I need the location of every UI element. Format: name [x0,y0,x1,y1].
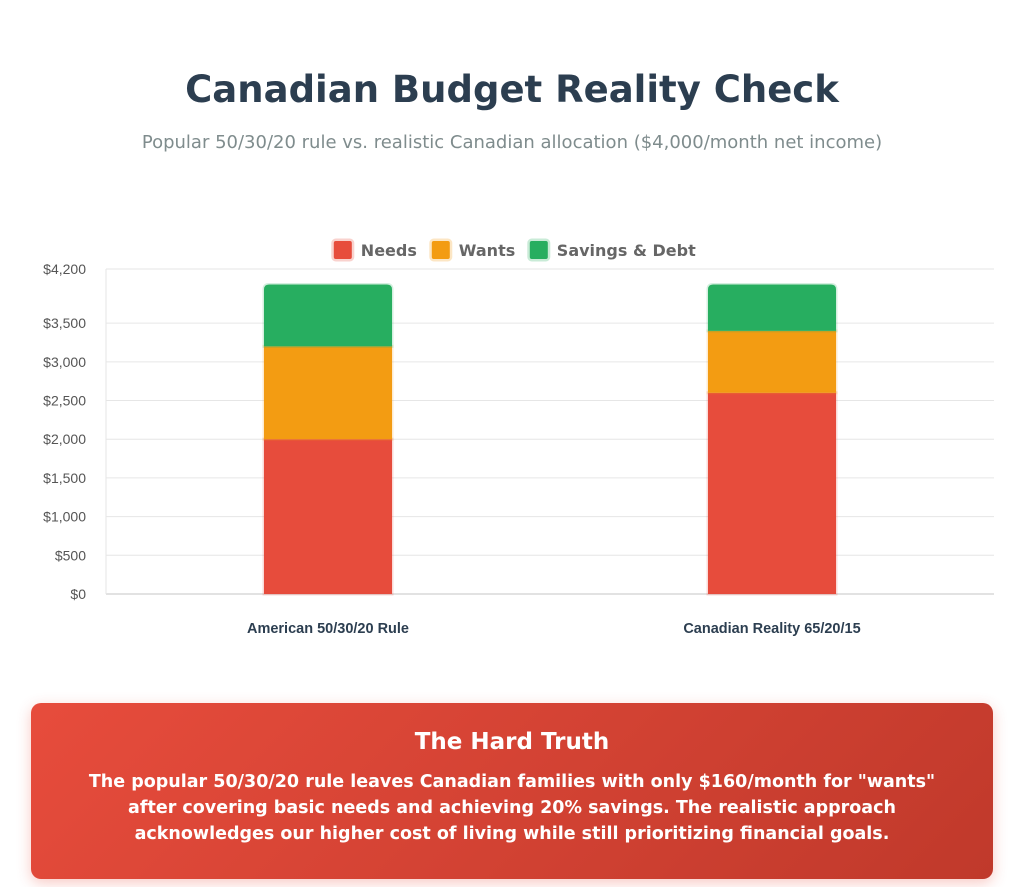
y-tick-label: $1,500 [43,470,86,486]
hard-truth-callout: The Hard Truth The popular 50/30/20 rule… [31,703,993,879]
x-category-label: Canadian Reality 65/20/15 [683,621,860,637]
bar-segment-wants[interactable] [262,344,394,441]
stacked-bar-chart: Needs Wants Savings & Debt $0 $500 $1,000 $1,… [43,238,994,637]
y-axis-labels: $0 $500 $1,000 $1,500 $2,000 $2,500 $3,000 $3,5… [43,261,86,602]
y-tick-label: $2,000 [43,431,86,447]
legend-swatch [527,238,551,262]
y-tick-label: $4,200 [43,261,86,277]
legend-swatch [429,238,453,262]
x-axis-labels: American 50/30/20 Rule Canadian Reality 6… [247,621,861,637]
bar-segment-needs[interactable] [706,391,838,596]
bar-segment-needs[interactable] [262,437,394,596]
callout-text: The popular 50/30/20 rule leaves Canadia… [88,772,936,844]
y-tick-label: $0 [70,586,86,602]
chart-legend: Needs Wants Savings & Debt [331,238,696,262]
legend-label: Wants [459,241,515,260]
page-subtitle: Popular 50/30/20 rule vs. realistic Cana… [141,132,883,153]
y-tick-label: $2,500 [43,393,86,409]
legend-label: Savings & Debt [557,241,696,260]
chart-grid [105,268,994,595]
callout-title: The Hard Truth [414,729,610,755]
chart-bars [262,282,838,596]
y-tick-label: $1,000 [43,509,86,525]
legend-swatch [331,238,355,262]
bar-segment-savings-debt[interactable] [262,282,394,348]
y-tick-label: $500 [55,547,86,563]
legend-label: Needs [361,241,417,260]
bar-segment-savings-debt[interactable] [706,282,838,333]
page-title: Canadian Budget Reality Check [185,68,839,111]
bar-segment-wants[interactable] [706,329,838,395]
x-category-label: American 50/30/20 Rule [247,621,409,637]
y-tick-label: $3,500 [43,315,86,331]
y-tick-label: $3,000 [43,354,86,370]
